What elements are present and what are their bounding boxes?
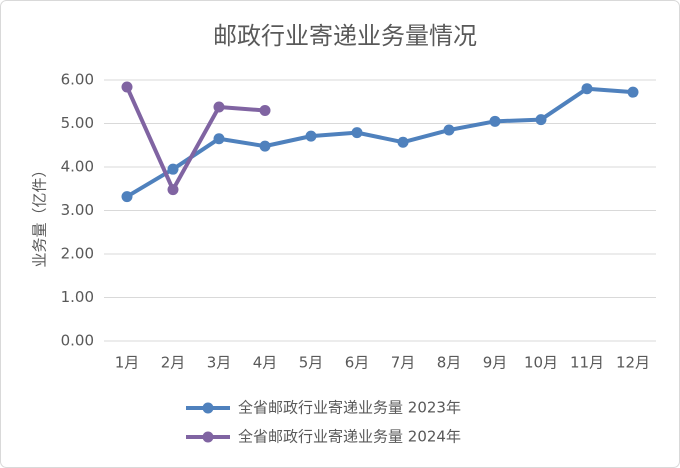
y-tick-label: 5.00 [61,114,94,132]
legend-marker [202,431,214,443]
y-tick-label: 0.00 [61,332,94,350]
data-point [259,140,271,152]
x-tick-label: 6月 [345,354,370,372]
data-point [305,130,317,142]
data-point [259,104,271,116]
data-point [535,114,547,126]
x-tick-label: 4月 [253,354,278,372]
y-tick-label: 4.00 [61,158,94,176]
data-point [213,101,225,113]
y-tick-label: 6.00 [61,71,94,89]
data-point [489,115,501,127]
x-tick-label: 12月 [616,354,650,372]
x-tick-label: 3月 [207,354,232,372]
data-point [443,124,455,136]
x-tick-label: 8月 [437,354,462,372]
legend-label: 全省邮政行业寄递业务量 2023年 [238,399,461,417]
legend-label: 全省邮政行业寄递业务量 2024年 [238,428,461,446]
data-point [351,127,363,139]
data-point [213,133,225,145]
series-line [125,84,267,192]
series-line [125,86,635,199]
chart-title: 邮政行业寄递业务量情况 [213,22,477,50]
x-tick-label: 7月 [391,354,416,372]
data-point [167,184,179,196]
x-tick-label: 2月 [161,354,186,372]
x-tick-label: 9月 [483,354,508,372]
x-tick-label: 10月 [524,354,558,372]
data-point [397,136,409,148]
y-axis-label: 业务量（亿件） [31,162,49,267]
y-tick-label: 2.00 [61,245,94,263]
x-tick-label: 5月 [299,354,324,372]
y-tick-label: 1.00 [61,288,94,306]
data-point [627,86,639,98]
data-point [121,81,133,93]
data-point [121,191,133,203]
x-tick-label: 1月 [115,354,140,372]
data-point [581,83,593,95]
y-tick-label: 3.00 [61,201,94,219]
legend-marker [202,402,214,414]
x-tick-label: 11月 [570,354,604,372]
data-point [167,163,179,175]
